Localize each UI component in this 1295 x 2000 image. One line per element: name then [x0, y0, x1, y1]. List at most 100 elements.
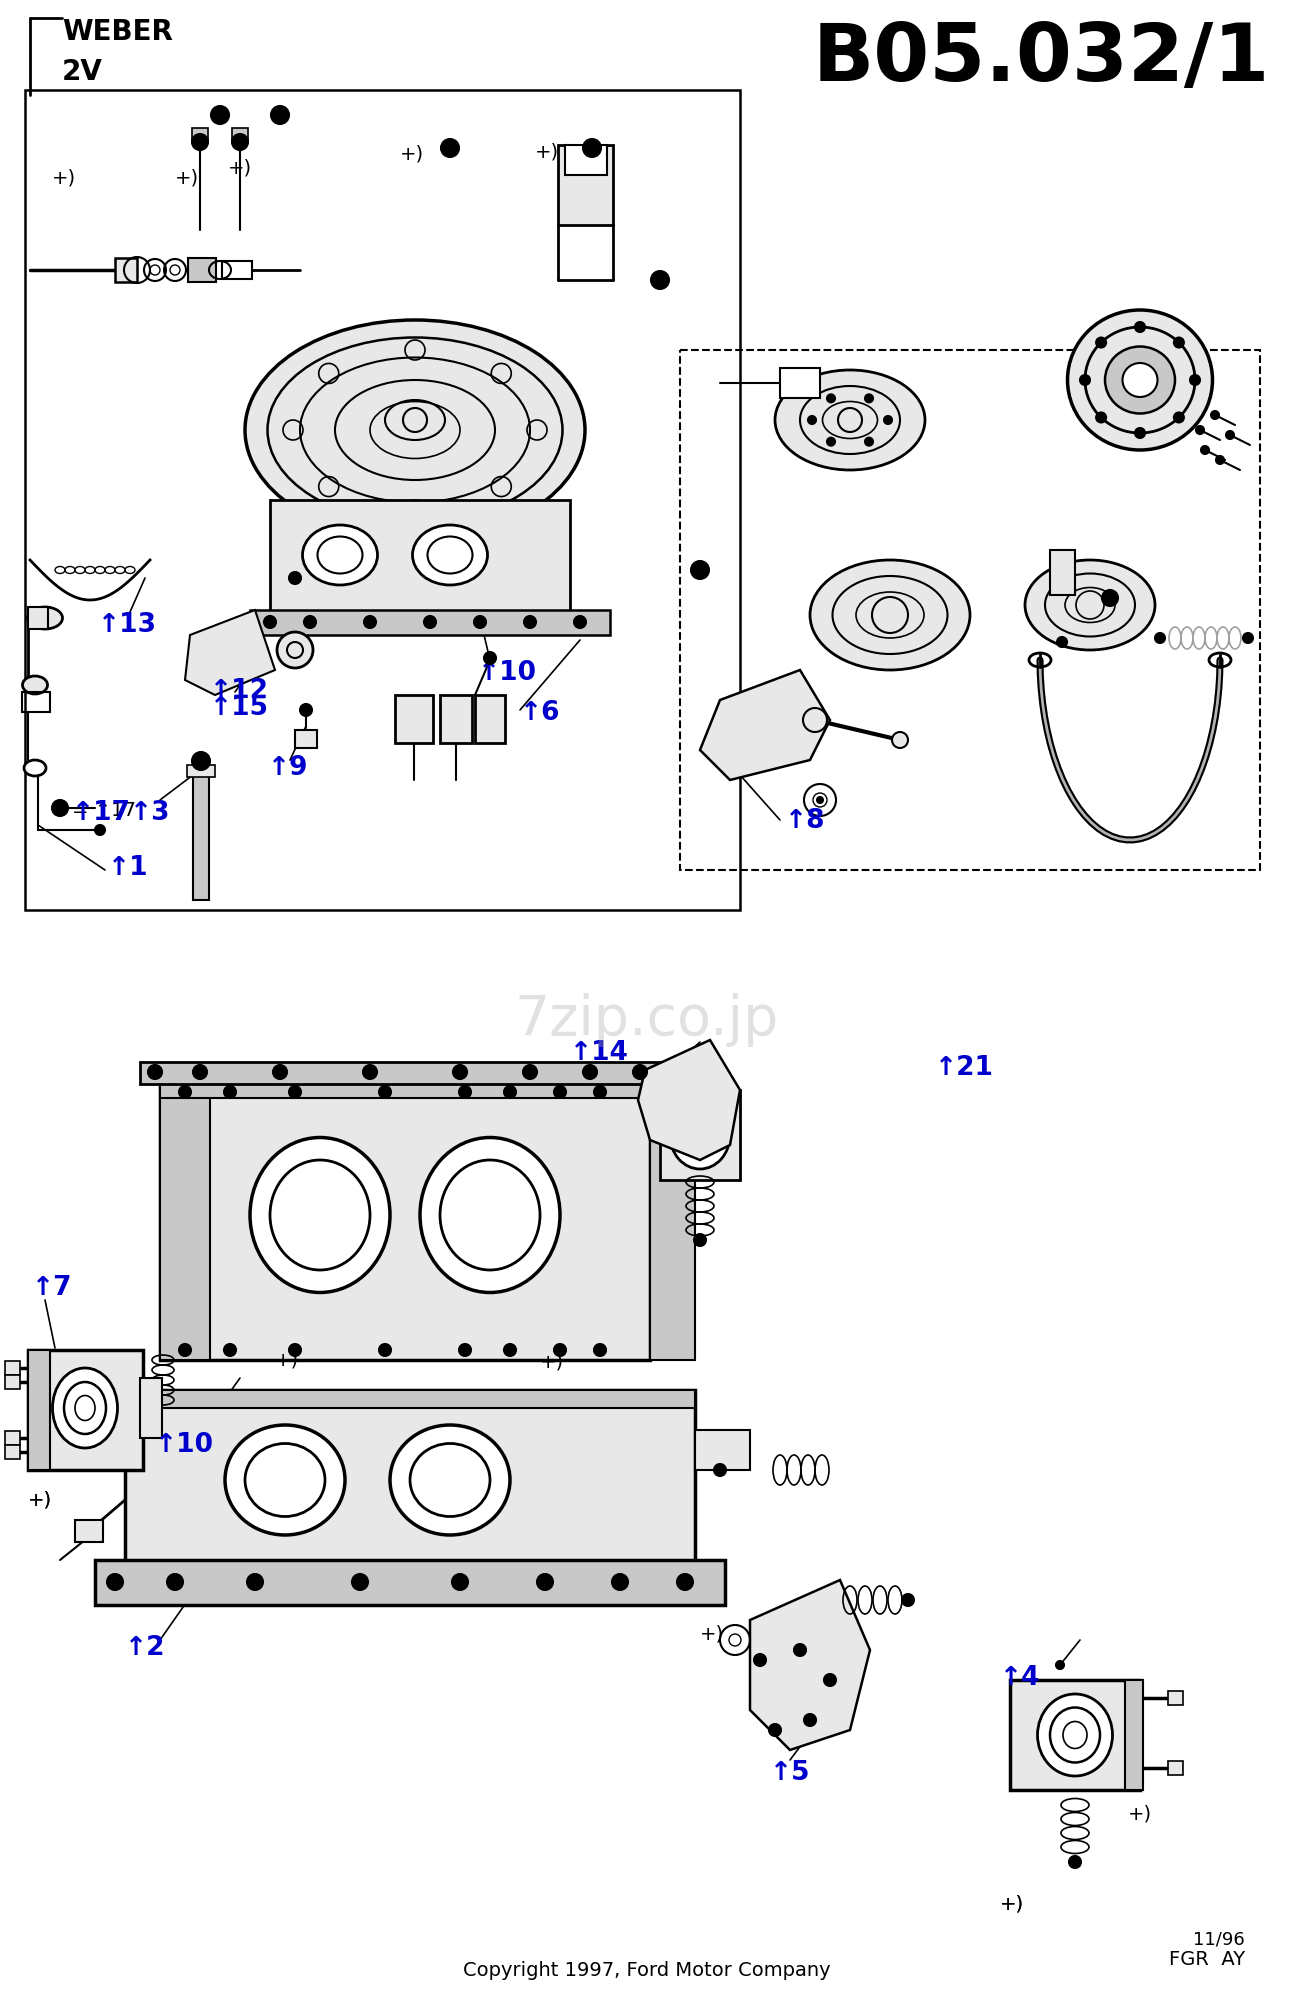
Bar — [1168, 1760, 1184, 1776]
Text: +): +) — [540, 1352, 565, 1372]
Text: +): +) — [400, 146, 425, 164]
Text: ↑13: ↑13 — [98, 612, 157, 638]
Bar — [5, 1376, 19, 1388]
Text: ↑3: ↑3 — [130, 800, 171, 826]
Bar — [780, 368, 820, 398]
Text: 11/96: 11/96 — [1193, 1930, 1244, 1948]
Circle shape — [714, 1464, 726, 1476]
Circle shape — [442, 140, 458, 158]
Circle shape — [1096, 338, 1106, 348]
Circle shape — [300, 704, 312, 716]
Circle shape — [1190, 376, 1200, 384]
Circle shape — [1226, 432, 1234, 440]
Text: = ↑17: = ↑17 — [73, 800, 136, 820]
Circle shape — [232, 134, 249, 150]
Bar — [25, 90, 739, 910]
Ellipse shape — [250, 1138, 390, 1292]
Bar — [1050, 550, 1075, 596]
Circle shape — [1155, 632, 1166, 644]
Text: +): +) — [52, 168, 76, 188]
Circle shape — [148, 1064, 162, 1080]
Text: ↑7: ↑7 — [32, 1276, 73, 1300]
Circle shape — [289, 572, 300, 584]
Text: 7zip.co.jp: 7zip.co.jp — [515, 992, 780, 1048]
Circle shape — [452, 1574, 467, 1590]
Ellipse shape — [390, 1424, 510, 1536]
Bar — [660, 1090, 739, 1180]
Circle shape — [554, 1344, 566, 1356]
Polygon shape — [750, 1580, 870, 1750]
Text: +): +) — [701, 1624, 724, 1644]
Text: +): +) — [1000, 1896, 1024, 1914]
Circle shape — [754, 1654, 767, 1666]
Circle shape — [289, 1086, 300, 1098]
Circle shape — [865, 438, 873, 446]
Circle shape — [504, 1344, 515, 1356]
Bar — [475, 696, 505, 742]
Text: ↑10: ↑10 — [478, 660, 537, 686]
Circle shape — [804, 1714, 816, 1726]
Ellipse shape — [27, 608, 62, 628]
Ellipse shape — [225, 1424, 344, 1536]
Circle shape — [694, 1234, 706, 1246]
Circle shape — [179, 1344, 190, 1356]
Bar — [28, 1350, 142, 1470]
Polygon shape — [638, 1040, 739, 1160]
Bar — [126, 1390, 695, 1564]
Text: +): +) — [228, 158, 253, 178]
Circle shape — [1134, 322, 1145, 332]
Bar — [161, 1080, 650, 1360]
Circle shape — [379, 1344, 391, 1356]
Circle shape — [633, 1064, 648, 1080]
Ellipse shape — [670, 1100, 730, 1168]
Bar — [269, 500, 570, 620]
Circle shape — [1080, 376, 1090, 384]
Circle shape — [179, 1086, 190, 1098]
Circle shape — [192, 752, 210, 770]
Circle shape — [453, 1064, 467, 1080]
Circle shape — [651, 270, 670, 288]
Bar — [1168, 1692, 1184, 1704]
Text: +): +) — [175, 168, 199, 188]
Text: +): +) — [1000, 1896, 1024, 1914]
Bar — [192, 128, 208, 142]
Text: ↑9: ↑9 — [268, 754, 308, 780]
Circle shape — [524, 616, 536, 628]
Circle shape — [1055, 1660, 1064, 1668]
Circle shape — [379, 1086, 391, 1098]
Bar — [558, 146, 613, 224]
Circle shape — [107, 1574, 123, 1590]
Circle shape — [484, 652, 496, 664]
Circle shape — [1057, 636, 1067, 648]
Bar — [161, 1080, 210, 1360]
Circle shape — [1216, 456, 1224, 464]
Circle shape — [828, 438, 835, 446]
Circle shape — [1102, 590, 1118, 606]
Polygon shape — [701, 670, 830, 780]
Text: +): +) — [28, 1490, 52, 1508]
Circle shape — [769, 1724, 781, 1736]
Circle shape — [1197, 426, 1204, 434]
Ellipse shape — [1123, 364, 1158, 396]
Circle shape — [583, 140, 601, 158]
Bar — [28, 1350, 51, 1470]
Circle shape — [554, 1086, 566, 1098]
Text: +): +) — [275, 1350, 299, 1368]
Ellipse shape — [1037, 1694, 1112, 1776]
Circle shape — [273, 1064, 287, 1080]
Bar — [1125, 1680, 1143, 1790]
Circle shape — [458, 1344, 471, 1356]
Circle shape — [247, 1574, 263, 1590]
Text: +): +) — [535, 142, 559, 162]
Circle shape — [574, 616, 587, 628]
Circle shape — [808, 416, 816, 424]
Bar — [395, 696, 433, 742]
Bar — [126, 1390, 695, 1408]
Text: ↑12: ↑12 — [210, 678, 269, 704]
Circle shape — [364, 616, 376, 628]
Circle shape — [824, 1674, 837, 1686]
Text: ↑10: ↑10 — [155, 1432, 214, 1458]
Text: B05.032/1: B05.032/1 — [813, 20, 1270, 98]
Bar — [28, 608, 48, 628]
Bar — [680, 350, 1260, 870]
